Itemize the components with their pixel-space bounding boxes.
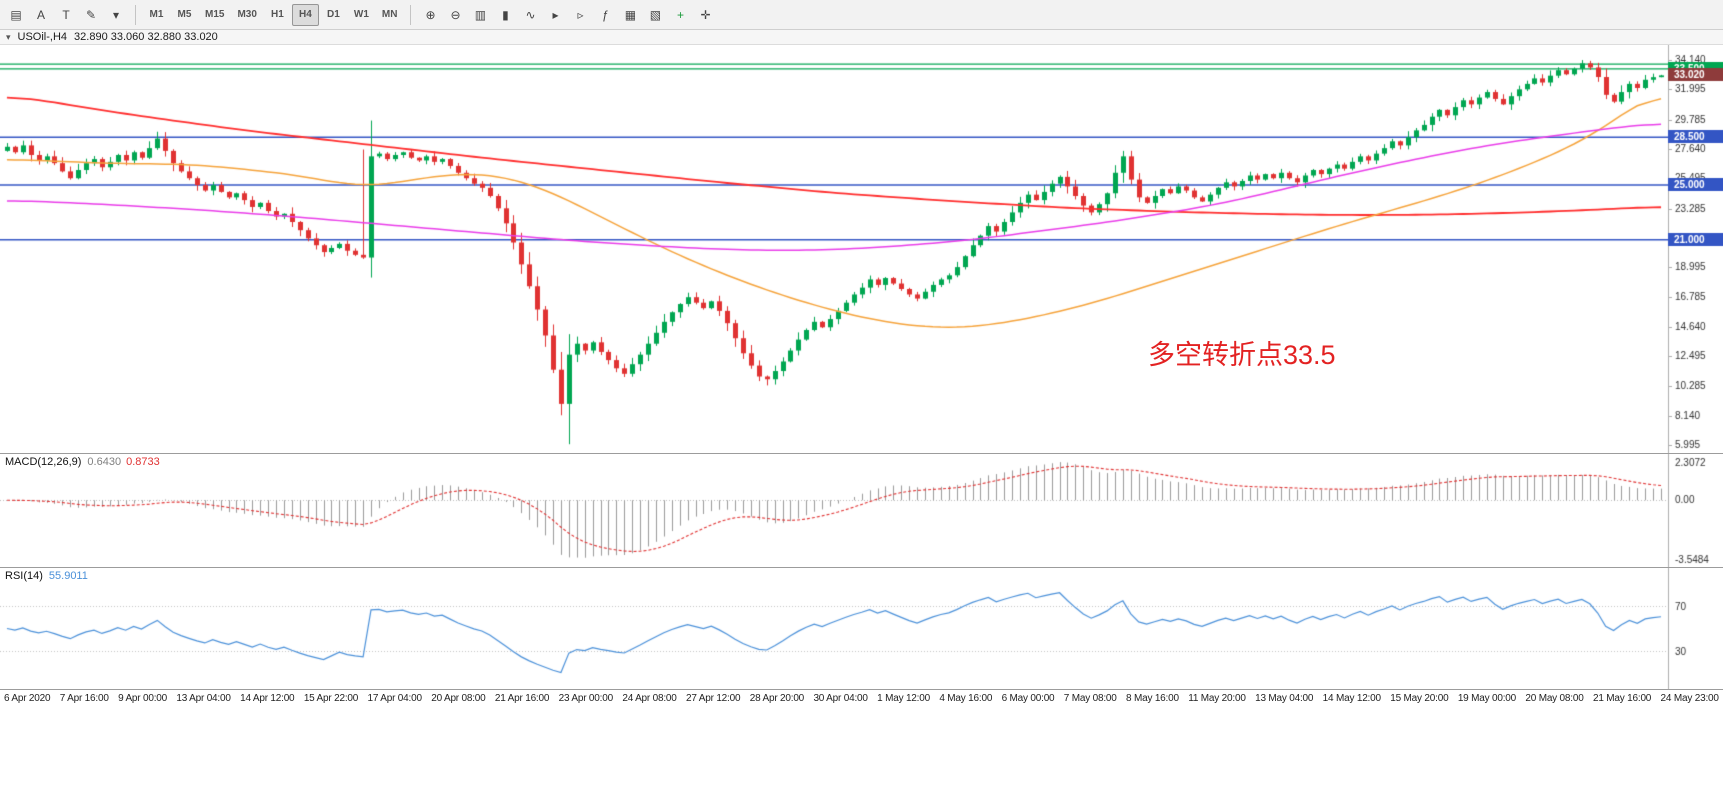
timeframe-h4[interactable]: H4 xyxy=(291,3,319,26)
time-axis-label: 20 Apr 08:00 xyxy=(431,693,486,704)
time-axis-label: 21 Apr 16:00 xyxy=(494,693,550,704)
time-axis-label: 8 May 16:00 xyxy=(1126,693,1179,704)
toolbar-right-group: ⊕ ⊖ ▥ ▮ ∿ ▸ ▹ ƒ ▦ ▧ + ✛ xyxy=(418,4,717,26)
time-axis-label: 15 Apr 22:00 xyxy=(303,693,359,704)
toolbar-separator xyxy=(410,4,412,25)
chart-symbol-period: USOil-,H4 xyxy=(17,31,68,43)
time-axis-label: 20 May 08:00 xyxy=(1525,693,1584,704)
macd-main-value: 0.6430 xyxy=(87,456,122,468)
main-chart-panel: 多空转折点33.5 xyxy=(0,45,1723,453)
timeframe-buttons: M1 M5 M15 M30 H1 H4 D1 W1 MN xyxy=(143,3,403,26)
time-axis-label: 15 May 20:00 xyxy=(1390,693,1449,704)
chart-bars-icon[interactable]: ▥ xyxy=(474,7,487,22)
timeframe-m5[interactable]: M5 xyxy=(177,9,192,20)
time-axis-label: 23 Apr 00:00 xyxy=(558,693,614,704)
periods-icon[interactable]: ▦ xyxy=(624,7,637,22)
zoom-out-icon[interactable]: ⊖ xyxy=(450,7,461,22)
time-axis-label: 19 May 00:00 xyxy=(1457,693,1517,704)
chart-candles-icon[interactable]: ▮ xyxy=(502,7,509,22)
time-axis-label: 17 Apr 04:00 xyxy=(367,693,423,704)
templates-icon[interactable]: ▧ xyxy=(649,7,662,22)
text-cursor-icon[interactable]: A xyxy=(36,7,45,22)
crosshair-icon[interactable]: ✛ xyxy=(700,7,711,22)
chart-ohlc-values: 32.890 33.060 32.880 33.020 xyxy=(74,31,218,43)
macd-label: MACD(12,26,9) 0.6430 0.8733 xyxy=(5,456,160,468)
time-axis-label: 24 May 23:00 xyxy=(1660,693,1719,704)
rsi-value: 55.9011 xyxy=(48,570,88,582)
timeframe-w1[interactable]: W1 xyxy=(353,9,369,20)
chart-dropdown-icon[interactable]: ▾ xyxy=(6,31,11,42)
time-axis-label: 1 May 12:00 xyxy=(877,693,930,704)
macd-indicator-name: MACD(12,26,9) xyxy=(5,456,82,468)
timeframe-d1[interactable]: D1 xyxy=(327,9,340,20)
auto-scroll-icon[interactable]: ▸ xyxy=(552,7,559,22)
time-axis-label: 7 May 08:00 xyxy=(1063,693,1117,704)
draw-tools-icon[interactable]: ✎ xyxy=(85,7,97,22)
bottom-filler xyxy=(0,707,1723,783)
time-axis-label: 4 May 16:00 xyxy=(939,693,993,704)
price-chart-canvas[interactable] xyxy=(0,45,1723,453)
timeframe-mn[interactable]: MN xyxy=(381,9,398,20)
toolbar: ▤ A T ✎ ▾ M1 M5 M15 M30 H1 H4 D1 W1 MN ⊕ ⊖ ▥ ▮ ∿ ▸ ▹ ƒ ▦ ▧ + ✛ xyxy=(0,0,1723,30)
timeframe-m1[interactable]: M1 xyxy=(149,9,164,20)
toolbar-left-group: ▤ A T ✎ ▾ xyxy=(4,4,128,26)
rsi-label: RSI(14) 55.9011 xyxy=(5,570,88,582)
time-axis[interactable]: 6 Apr 2020 7 Apr 16:00 9 Apr 00:00 13 Apr 0… xyxy=(0,689,1723,707)
time-axis-label: 13 May 04:00 xyxy=(1255,693,1314,704)
text-label-icon[interactable]: T xyxy=(62,7,70,22)
charts-list-icon[interactable]: ▤ xyxy=(10,7,22,22)
time-axis-label: 21 May 16:00 xyxy=(1592,693,1652,704)
time-axis-label: 9 Apr 00:00 xyxy=(118,693,168,704)
macd-panel: MACD(12,26,9) 0.6430 0.8733 xyxy=(0,453,1723,567)
rsi-panel: RSI(14) 55.9011 xyxy=(0,567,1723,689)
new-order-icon[interactable]: + xyxy=(676,7,684,22)
time-axis-label: 24 Apr 08:00 xyxy=(622,693,677,704)
time-axis-label: 7 Apr 16:00 xyxy=(59,693,109,704)
dropdown-caret-icon[interactable]: ▾ xyxy=(112,7,120,22)
chart-ohlc-bar: ▾ USOil-,H4 32.890 33.060 32.880 33.020 xyxy=(0,30,1723,45)
timeframe-m30[interactable]: M30 xyxy=(237,9,257,20)
timeframe-h1[interactable]: H1 xyxy=(271,9,284,20)
time-axis-label: 28 Apr 20:00 xyxy=(749,693,805,704)
macd-chart-canvas[interactable] xyxy=(0,454,1723,567)
time-axis-label: 11 May 20:00 xyxy=(1188,693,1246,704)
time-axis-label: 30 Apr 04:00 xyxy=(813,693,868,704)
time-axis-label: 27 Apr 12:00 xyxy=(686,693,741,704)
rsi-indicator-name: RSI(14) xyxy=(5,570,43,582)
time-axis-label: 6 Apr 2020 xyxy=(4,693,51,704)
time-axis-label: 14 May 12:00 xyxy=(1322,693,1381,704)
time-axis-label: 6 May 00:00 xyxy=(1001,693,1055,704)
indicators-icon[interactable]: ƒ xyxy=(602,7,609,22)
macd-signal-value: 0.8733 xyxy=(126,456,160,468)
rsi-chart-canvas[interactable] xyxy=(0,568,1723,689)
time-axis-label: 14 Apr 12:00 xyxy=(240,693,295,704)
toolbar-separator xyxy=(135,4,136,25)
time-axis-label: 13 Apr 04:00 xyxy=(176,693,231,704)
chart-line-icon[interactable]: ∿ xyxy=(525,7,536,22)
chart-shift-icon[interactable]: ▹ xyxy=(577,7,584,22)
timeframe-m15[interactable]: M15 xyxy=(205,9,225,20)
chart-annotation-text[interactable]: 多空转折点33.5 xyxy=(1148,340,1336,370)
zoom-in-icon[interactable]: ⊕ xyxy=(425,7,436,22)
